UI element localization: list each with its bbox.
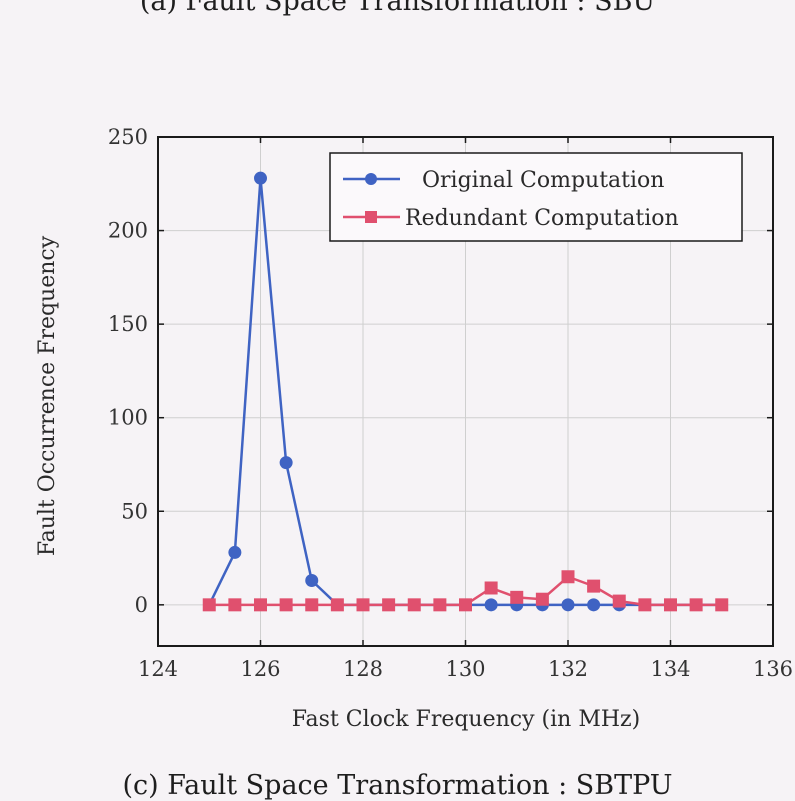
data-point [459, 598, 472, 612]
data-point [254, 171, 267, 185]
legend-marker-original [365, 173, 377, 185]
data-point [510, 590, 524, 604]
data-point [689, 598, 703, 612]
data-point [535, 592, 549, 606]
data-point [638, 598, 652, 612]
data-point [484, 598, 498, 612]
y-tick-label: 100 [108, 406, 148, 430]
data-point [612, 594, 626, 608]
data-point [279, 456, 293, 470]
legend-label-redundant: Redundant Computation [405, 206, 679, 231]
data-point [561, 570, 575, 584]
tick-marks [157, 136, 774, 646]
y-tick-label: 50 [121, 499, 148, 523]
x-tick-label: 124 [138, 657, 178, 681]
data-point [330, 598, 344, 612]
legend-box [329, 152, 743, 242]
data-point [305, 574, 319, 588]
x-tick-label: 130 [445, 657, 485, 681]
caption-top: (a) Fault Space Transformation : SBU [139, 0, 656, 17]
data-point [279, 598, 293, 612]
legend-label-original: Original Computation [422, 168, 664, 193]
x-axis-label: Fast Clock Frequency (in MHz) [292, 707, 640, 732]
y-tick-label: 200 [108, 219, 148, 243]
x-tick-label: 128 [343, 657, 383, 681]
data-point [561, 598, 575, 612]
data-point [305, 598, 319, 612]
y-tick-label: 250 [108, 125, 148, 149]
data-point [228, 545, 242, 559]
series-redundant [202, 570, 729, 612]
y-tick-label: 150 [108, 312, 148, 336]
data-point [715, 598, 729, 612]
caption-bottom: (c) Fault Space Transformation : SBTPU [122, 770, 673, 801]
x-tick-label: 132 [548, 657, 588, 681]
data-point [382, 598, 396, 612]
data-point [356, 598, 370, 612]
data-point [664, 598, 677, 612]
series-layer [202, 171, 729, 612]
x-tick-label: 126 [240, 657, 280, 681]
legend: Original Computation Redundant Computati… [329, 152, 743, 242]
y-axis-label: Fault Occurrence Frequency [35, 235, 60, 556]
data-point [407, 598, 421, 612]
data-point [254, 598, 267, 612]
tick-labels: 124 126 128 130 132 134 136 0 50 100 150 200 250 [108, 125, 793, 681]
data-point [587, 598, 601, 612]
data-point [228, 598, 242, 612]
legend-marker-redundant [365, 211, 377, 223]
y-tick-label: 0 [135, 593, 148, 617]
data-point [433, 598, 447, 612]
x-tick-label: 136 [753, 657, 793, 681]
data-point [587, 579, 601, 593]
data-point [202, 598, 216, 612]
x-tick-label: 134 [650, 657, 690, 681]
data-point [484, 581, 498, 595]
